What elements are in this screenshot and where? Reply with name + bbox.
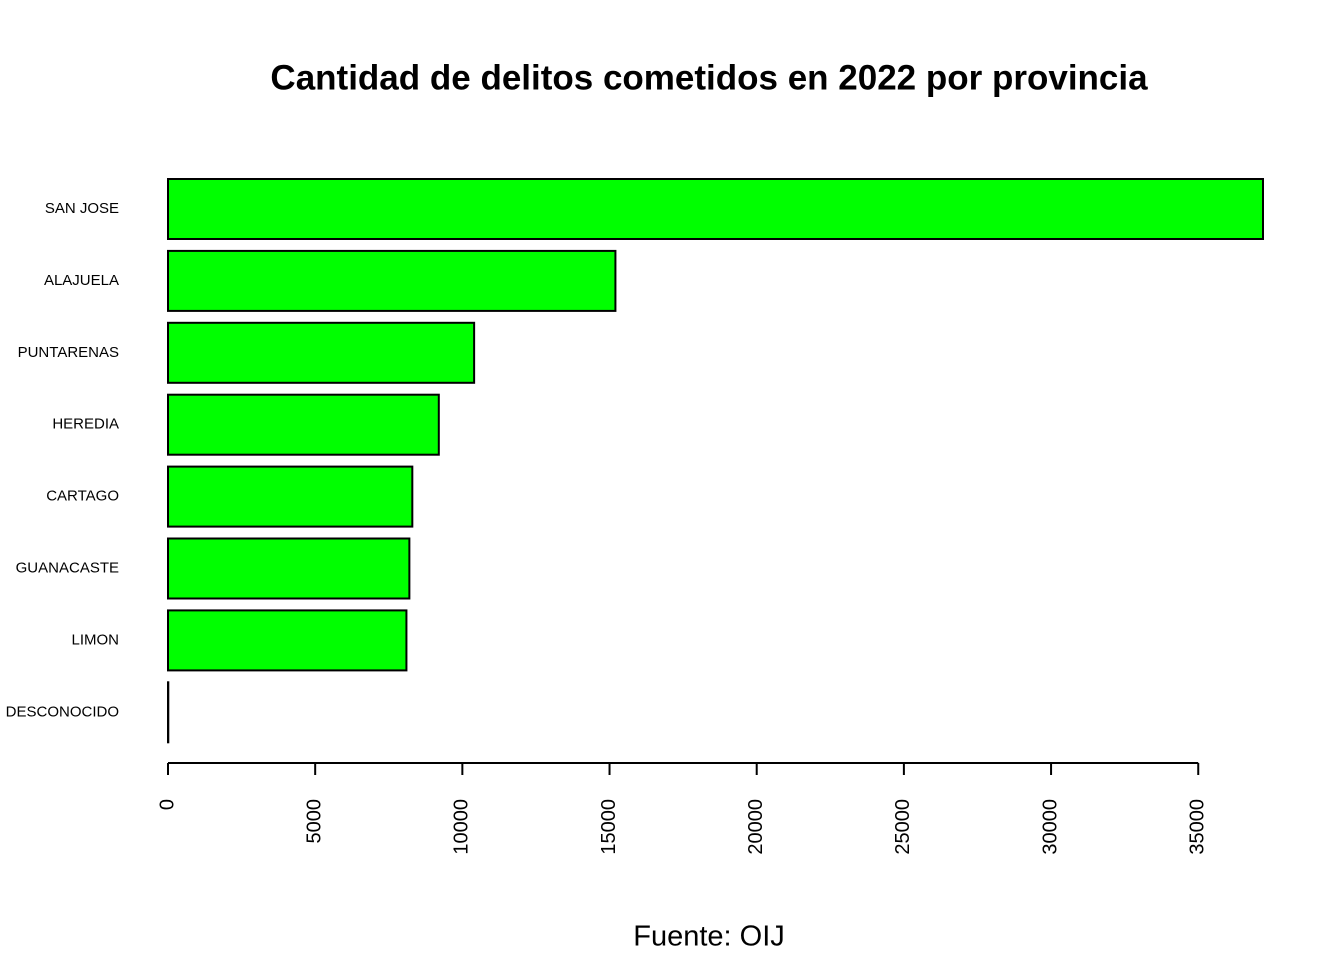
x-axis-label: Fuente: OIJ — [633, 921, 785, 953]
bar — [167, 393, 440, 456]
x-tick-label: 0 — [156, 799, 178, 810]
x-tick-label: 30000 — [1039, 799, 1061, 855]
bar — [167, 249, 617, 312]
y-tick-label: DESCONOCIDO — [6, 703, 119, 720]
y-tick-label: ALAJUELA — [44, 272, 119, 289]
y-tick-label: CARTAGO — [46, 488, 119, 505]
y-tick-label: PUNTARENAS — [18, 344, 119, 361]
y-tick-label: GUANACASTE — [16, 559, 119, 576]
bar — [167, 178, 1264, 240]
bar — [167, 465, 414, 528]
x-tick-label: 10000 — [451, 799, 473, 855]
bar — [167, 537, 411, 600]
x-tick-label: 25000 — [892, 799, 914, 855]
x-tick-label: 35000 — [1187, 799, 1209, 855]
x-tick-label: 15000 — [598, 799, 620, 855]
bar — [167, 609, 408, 672]
y-tick-label: SAN JOSE — [45, 200, 119, 217]
y-tick-label: LIMON — [71, 631, 119, 648]
x-tick-label: 20000 — [745, 799, 767, 855]
x-tick-label: 5000 — [303, 799, 325, 844]
bar — [167, 321, 476, 384]
y-tick-label: HEREDIA — [52, 416, 119, 433]
chart-title: Cantidad de delitos cometidos en 2022 po… — [270, 58, 1148, 97]
